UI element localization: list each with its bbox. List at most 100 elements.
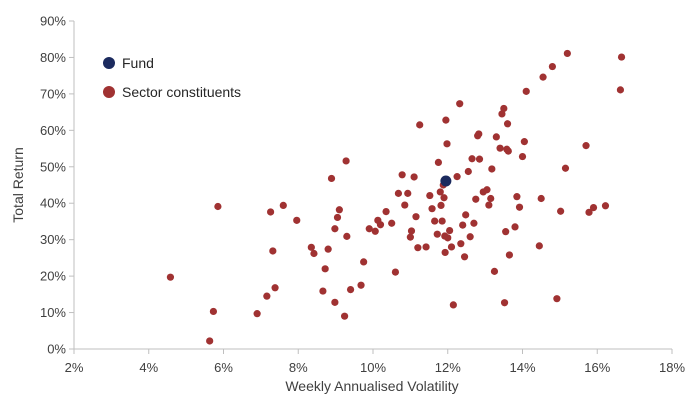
y-tick-label: 50% <box>40 159 66 174</box>
constituent-point <box>371 227 379 235</box>
constituent-point <box>441 248 449 257</box>
constituent-point <box>585 208 593 216</box>
constituent-point <box>412 213 420 221</box>
y-tick-label: 30% <box>40 232 66 247</box>
legend-label-sector-constituents: Sector constituents <box>122 84 241 100</box>
constituent-point <box>382 208 390 216</box>
constituent-point <box>331 298 339 306</box>
constituent-point <box>331 225 339 233</box>
x-tick-label: 16% <box>584 360 610 375</box>
constituent-point <box>459 221 467 229</box>
constituent-point <box>505 251 514 259</box>
constituent-point <box>601 202 610 210</box>
constituent-point <box>307 243 315 251</box>
constituent-point <box>548 62 557 71</box>
constituent-point <box>414 244 422 252</box>
x-tick-label: 6% <box>214 360 233 375</box>
x-tick-label: 2% <box>65 360 84 375</box>
y-tick-label: 90% <box>40 14 66 29</box>
constituent-point <box>357 281 365 289</box>
constituent-point <box>431 217 439 225</box>
constituent-point <box>582 142 590 150</box>
constituent-point <box>553 295 561 303</box>
constituent-point <box>617 53 626 61</box>
constituent-point <box>443 140 451 148</box>
constituent-point <box>462 211 470 219</box>
constituent-point <box>447 243 456 251</box>
constituent-point <box>453 173 461 181</box>
constituent-point <box>490 267 499 275</box>
constituent-point <box>496 144 504 152</box>
constituent-point <box>466 233 474 241</box>
constituent-point <box>518 152 527 161</box>
x-tick-label: 12% <box>435 360 461 375</box>
constituent-point <box>503 120 512 128</box>
constituent-point <box>485 201 493 209</box>
constituent-point <box>464 167 472 176</box>
constituent-point <box>271 284 279 292</box>
constituent-point <box>440 194 448 202</box>
constituent-point <box>333 213 342 222</box>
constituent-point <box>483 186 491 194</box>
constituent-point <box>502 228 510 236</box>
y-tick-label: 80% <box>40 50 66 65</box>
y-tick-label: 40% <box>40 196 66 211</box>
constituent-point <box>437 201 445 210</box>
plot-area <box>166 49 626 345</box>
constituent-point <box>438 217 446 225</box>
constituent-point <box>340 312 349 320</box>
constituent-point <box>468 155 476 163</box>
constituent-point <box>475 130 483 138</box>
constituent-point <box>522 87 530 95</box>
y-tick-label: 60% <box>40 123 66 138</box>
constituent-point <box>209 307 218 316</box>
legend-marker-fund <box>103 57 115 69</box>
constituent-point <box>327 174 336 183</box>
constituent-point <box>279 201 287 210</box>
constituent-point <box>401 201 409 209</box>
constituent-point <box>457 240 465 248</box>
constituent-point <box>321 265 329 273</box>
constituent-point <box>472 195 480 203</box>
constituent-point <box>406 233 414 241</box>
constituent-point <box>434 158 443 167</box>
constituent-point <box>539 73 547 81</box>
constituent-point <box>365 225 373 233</box>
x-tick-label: 18% <box>659 360 685 375</box>
constituent-point <box>563 49 571 58</box>
constituent-point <box>515 203 524 211</box>
constituent-point <box>269 247 277 255</box>
constituent-point <box>388 219 396 227</box>
y-tick-label: 0% <box>47 342 66 357</box>
constituent-point <box>616 86 625 94</box>
x-tick-label: 10% <box>360 360 386 375</box>
y-tick-label: 10% <box>40 305 66 320</box>
constituent-point <box>206 337 214 345</box>
constituent-point <box>561 164 570 172</box>
constituent-point <box>520 138 528 146</box>
y-tick-label: 20% <box>40 269 66 284</box>
constituent-point <box>324 245 332 253</box>
constituent-point <box>293 216 301 224</box>
constituent-point <box>498 110 506 118</box>
constituent-point <box>416 121 424 129</box>
constituent-point <box>492 133 500 141</box>
constituent-point <box>500 299 509 307</box>
constituent-point <box>342 157 350 165</box>
constituent-point <box>436 188 444 196</box>
constituent-point <box>214 202 222 211</box>
constituent-point <box>428 205 436 213</box>
constituent-point <box>410 173 418 181</box>
constituent-point <box>589 203 598 212</box>
constituent-point <box>394 189 403 197</box>
constituent-point <box>535 242 543 250</box>
constituent-point <box>343 232 351 240</box>
fund-point <box>440 175 452 187</box>
constituent-point <box>407 227 416 235</box>
constituent-point <box>487 194 495 203</box>
constituent-point <box>488 165 496 173</box>
constituent-point <box>456 100 464 108</box>
constituent-point <box>433 230 441 238</box>
constituent-point <box>310 249 318 258</box>
constituent-point <box>426 191 434 200</box>
